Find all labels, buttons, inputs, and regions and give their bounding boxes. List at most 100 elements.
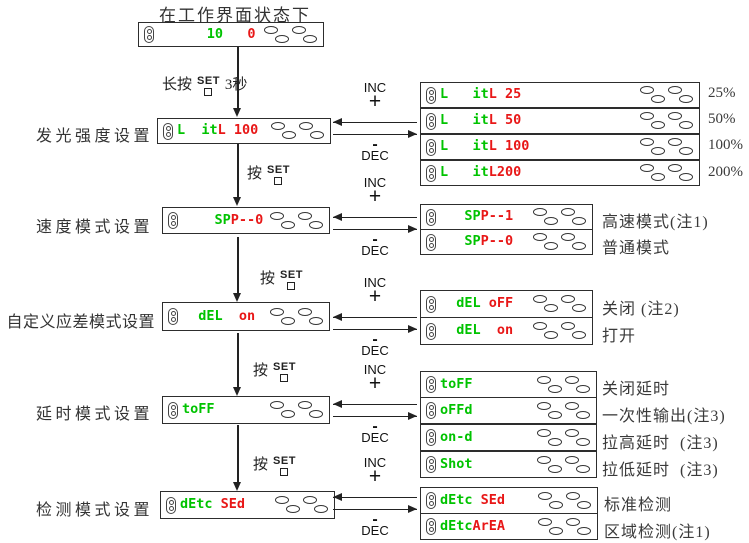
- lcd-option: oFFd: [420, 397, 597, 424]
- set-label: SET: [273, 361, 296, 373]
- dec-label: DEC: [361, 430, 389, 445]
- set-button: SET: [273, 456, 296, 476]
- lcd-display-detection-mode: dEtc SEd: [160, 491, 335, 519]
- flow-line: [237, 425, 239, 482]
- sensor-icon: [426, 112, 436, 130]
- option-note: 200%: [708, 164, 743, 180]
- minus-label: -: [372, 511, 378, 528]
- sensor-icon: [144, 26, 154, 43]
- sensor-icon: [426, 164, 436, 182]
- lcd-text: on-d: [440, 428, 473, 445]
- key-buttons-icon: [264, 25, 318, 44]
- key-buttons-icon: [537, 375, 591, 394]
- minus-label: -: [372, 418, 378, 435]
- lcd-text: dEL on: [182, 307, 256, 324]
- key-buttons-icon: [270, 211, 324, 230]
- key-buttons-icon: [537, 401, 591, 420]
- lcd-text: SPP--1: [440, 208, 514, 225]
- sensor-icon: [168, 401, 178, 419]
- inc-dec-connector: INC + - DEC: [333, 456, 417, 542]
- sensor-icon: [426, 456, 436, 473]
- set-key-icon: [280, 468, 289, 476]
- key-buttons-icon: [538, 491, 592, 510]
- page-title: 在工作界面状态下: [159, 6, 311, 25]
- duration-text: 3秒: [224, 77, 248, 93]
- key-buttons-icon: [275, 496, 329, 514]
- lcd-option: SPP--0: [420, 229, 593, 255]
- sensor-icon: [426, 295, 436, 313]
- inc-label: INC: [363, 362, 387, 377]
- lcd-text: dEL on: [440, 322, 514, 339]
- press-set-label: 按 SET: [260, 270, 303, 290]
- lcd-text: L itL 100: [440, 138, 530, 155]
- option-note: 100%: [708, 137, 743, 153]
- lcd-text: L itL 100: [177, 122, 259, 139]
- lcd-display-light-intensity: L itL 100: [157, 118, 331, 144]
- sensor-icon: [166, 496, 176, 514]
- lcd-text: toFF: [440, 375, 473, 392]
- sensor-icon: [426, 429, 436, 446]
- set-button: SET: [197, 76, 220, 96]
- dec-label: DEC: [361, 343, 389, 358]
- lcd-text: Shot: [440, 455, 473, 472]
- lcd-display-hysteresis-mode: dEL on: [162, 302, 330, 331]
- set-label: SET: [267, 164, 290, 176]
- key-buttons-icon: [271, 122, 325, 140]
- lcd-option: L itL 25: [420, 82, 700, 108]
- flow-line: [237, 144, 239, 197]
- lcd-display-home: 10 0: [138, 22, 324, 47]
- flow-arrow-icon: [233, 108, 241, 117]
- sensor-icon: [426, 138, 436, 156]
- lcd-option: on-d: [420, 424, 597, 451]
- key-buttons-icon: [537, 455, 591, 474]
- key-buttons-icon: [640, 164, 694, 182]
- key-buttons-icon: [533, 233, 587, 251]
- sensor-icon: [163, 122, 173, 140]
- press-text: 长按: [162, 77, 193, 93]
- arrow-right-icon: [333, 325, 417, 333]
- lcd-option: Shot: [420, 451, 597, 478]
- press-text: 按: [247, 166, 263, 182]
- setting-label-delay-mode: 延时模式设置: [35, 406, 153, 423]
- option-note: 拉低延时 (注3): [602, 462, 719, 479]
- lcd-option: L itL200: [420, 160, 700, 186]
- arrow-right-icon: [333, 130, 417, 138]
- sensor-icon: [426, 518, 436, 535]
- minus-label: -: [372, 231, 378, 248]
- option-note: 关闭延时: [602, 381, 671, 398]
- lcd-text: oFFd: [440, 401, 473, 418]
- press-set-label: 按 SET: [253, 362, 296, 382]
- setting-label-hysteresis-mode: 自定义应差模式设置: [6, 314, 155, 331]
- option-note: 25%: [708, 85, 736, 101]
- plus-label: +: [368, 185, 382, 208]
- lcd-text: dEtcArEA: [440, 517, 506, 534]
- lcd-option: SPP--1: [420, 204, 593, 230]
- arrow-right-icon: [333, 412, 417, 420]
- set-button: SET: [273, 362, 296, 382]
- flow-line: [237, 47, 239, 108]
- option-note: 拉高延时 (注3): [602, 435, 719, 452]
- inc-label: INC: [363, 455, 387, 470]
- set-key-icon: [204, 88, 213, 96]
- lcd-text: L itL200: [440, 164, 522, 181]
- press-text: 按: [260, 271, 276, 287]
- option-note: 标准检测: [604, 497, 673, 514]
- lcd-display-delay-mode: toFF: [162, 396, 330, 424]
- plus-label: +: [368, 285, 382, 308]
- plus-label: +: [368, 465, 382, 488]
- lcd-text: SPP--0: [182, 211, 264, 228]
- set-key-icon: [280, 374, 289, 382]
- dec-label: DEC: [361, 148, 389, 163]
- option-note: 高速模式(注1): [602, 214, 709, 231]
- flow-arrow-icon: [233, 482, 241, 491]
- flow-arrow-icon: [233, 293, 241, 302]
- key-buttons-icon: [538, 517, 592, 536]
- dec-label: DEC: [361, 243, 389, 258]
- set-label: SET: [273, 455, 296, 467]
- dec-label: DEC: [361, 523, 389, 538]
- press-set-label: 按 SET: [253, 456, 296, 476]
- press-set-label: 长按 SET 3秒: [162, 76, 247, 96]
- flow-line: [237, 237, 239, 293]
- inc-label: INC: [363, 275, 387, 290]
